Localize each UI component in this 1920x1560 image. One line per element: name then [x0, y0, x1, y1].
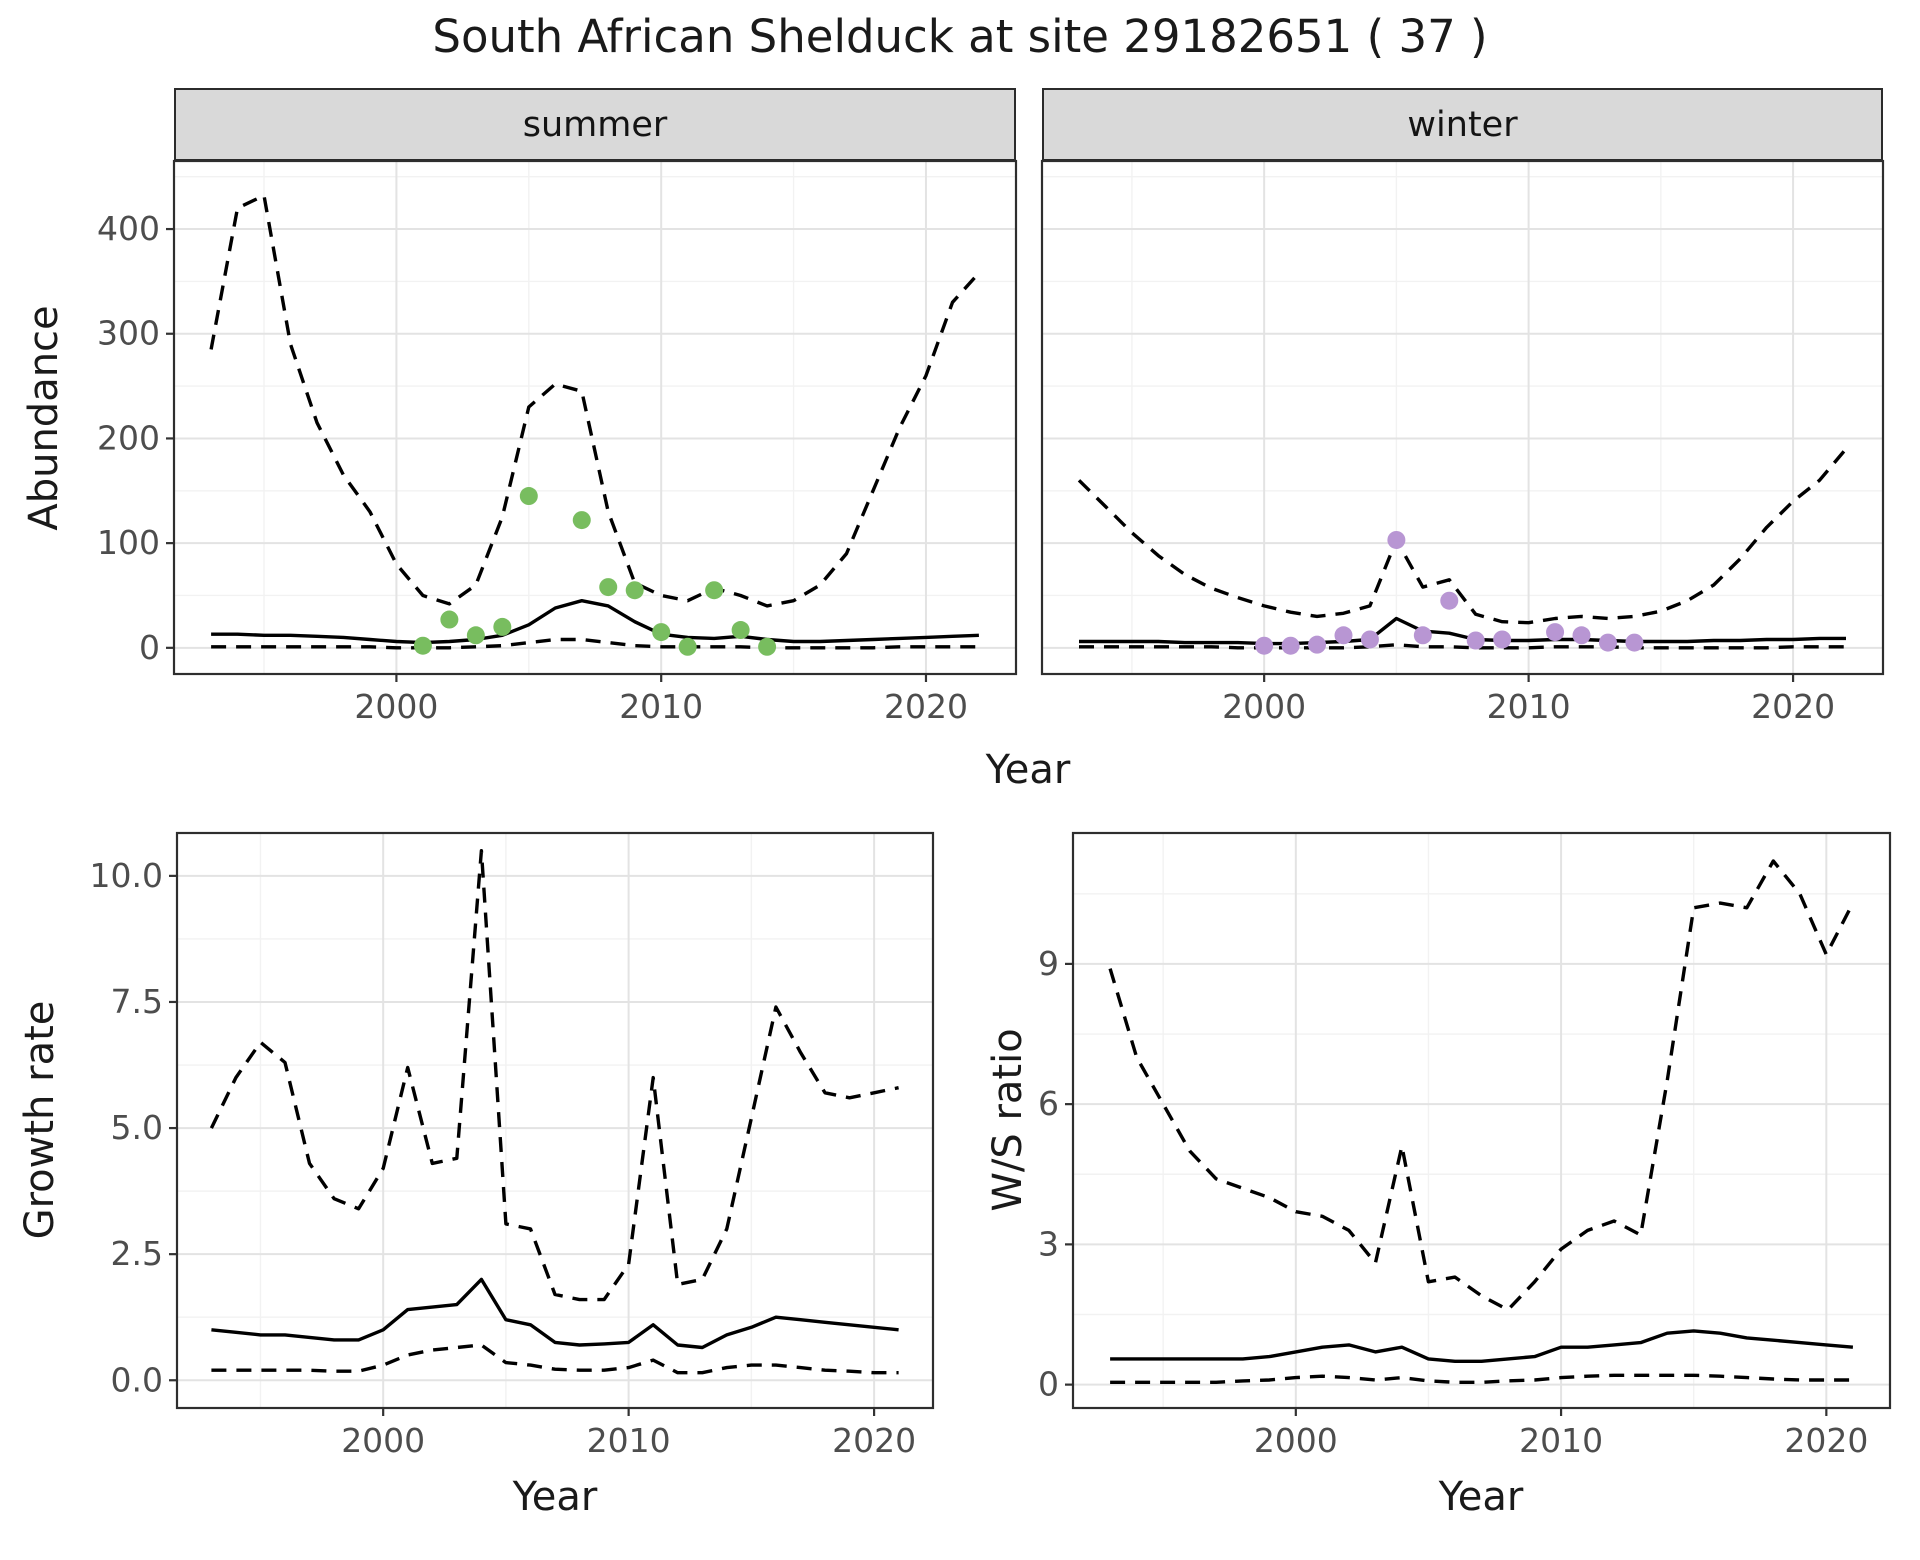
growth-median-line [211, 1277, 899, 1350]
ratio-y-tick-label: 3 [1038, 1224, 1059, 1263]
abundance-summer-panel: 2000 2010 2020 0 100 200 300 400 [97, 159, 1018, 726]
observed-counts-summer-point [440, 610, 459, 629]
abundance-winter-upper-ci-line [1077, 447, 1848, 625]
abundance-winter-x-tick-label: 2000 [1222, 687, 1306, 726]
observed-counts-winter-point [1387, 530, 1406, 549]
ratio-y-tick-label: 0 [1038, 1365, 1059, 1404]
abundance-winter-panel: 2000 2010 2020 [1040, 159, 1885, 726]
plot-title: South African Shelduck at site 29182651 … [432, 10, 1488, 63]
abundance-summer-y-tick-label: 200 [97, 418, 160, 457]
observed-counts-winter-point [1255, 636, 1274, 655]
observed-counts-summer-point [758, 637, 777, 656]
observed-counts-winter-point [1440, 591, 1459, 610]
observed-counts-summer-point [466, 626, 485, 645]
abundance-x-axis-title: Year [985, 747, 1071, 793]
growth-y-tick-label: 7.5 [111, 982, 163, 1021]
ratio-panel: 2000 2010 2020 0 3 6 9 [1038, 831, 1892, 1460]
abundance-winter-panel-border [1040, 159, 1885, 676]
observed-counts-winter-point [1360, 630, 1379, 649]
facet-strip-winter-label: winter [1407, 104, 1518, 145]
abundance-summer-x-tick-label: 2000 [354, 687, 438, 726]
abundance-summer-median-line [211, 599, 979, 645]
observed-counts-summer-point [572, 511, 591, 530]
ratio-lower-ci-line [1110, 1373, 1853, 1384]
growth-panel-border [175, 831, 935, 1410]
observed-counts-winter-point [1598, 633, 1617, 652]
observed-counts-summer-point [625, 581, 644, 600]
observed-counts-summer-point [413, 636, 432, 655]
abundance-summer-y-tick-label: 300 [97, 314, 160, 353]
growth-rate-y-axis-title: Growth rate [17, 1000, 63, 1240]
growth-x-tick-label: 2010 [587, 1421, 671, 1460]
observed-counts-winter-point [1572, 626, 1591, 645]
observed-counts-summer-point [519, 487, 538, 506]
abundance-summer-y-tick-label: 0 [139, 628, 160, 667]
observed-counts-summer-point [731, 621, 750, 640]
observed-counts-summer-point [652, 623, 671, 642]
growth-rate-x-axis-title: Year [512, 1474, 598, 1520]
observed-counts-winter-point [1413, 626, 1432, 645]
growth-x-tick-label: 2000 [341, 1421, 425, 1460]
observed-counts-winter-point [1281, 636, 1300, 655]
growth-upper-ci-line [209, 849, 899, 1302]
observed-counts-winter-point [1625, 633, 1644, 652]
abundance-summer-upper-ci-line [209, 193, 981, 608]
abundance-winter-x-tick-label: 2010 [1487, 687, 1571, 726]
abundance-y-axis-title: Abundance [21, 305, 67, 531]
ratio-panel-border [1071, 831, 1892, 1410]
observed-counts-summer-point [705, 581, 724, 600]
abundance-summer-y-tick-label: 400 [97, 209, 160, 248]
observed-counts-summer-point [599, 578, 618, 597]
abundance-summer-x-tick-label: 2010 [619, 687, 703, 726]
facet-strip-winter: winter [1042, 88, 1883, 161]
growth-y-tick-label: 0.0 [111, 1360, 163, 1399]
growth-lower-ci-line [211, 1343, 899, 1375]
growth-y-tick-label: 5.0 [111, 1108, 163, 1147]
growth-y-tick-label: 2.5 [111, 1234, 163, 1273]
facet-strip-summer: summer [174, 88, 1016, 161]
ratio-x-tick-label: 2000 [1254, 1421, 1338, 1460]
observed-counts-summer-point [678, 637, 697, 656]
growth-y-tick-label: 10.0 [90, 856, 163, 895]
ws-ratio-x-axis-title: Year [1438, 1474, 1524, 1520]
observed-counts-winter-point [1493, 630, 1512, 649]
abundance-summer-y-tick-label: 100 [97, 523, 160, 562]
ratio-x-tick-label: 2010 [1519, 1421, 1603, 1460]
abundance-winter-median-line [1079, 616, 1846, 646]
ratio-x-tick-label: 2020 [1784, 1421, 1868, 1460]
growth-panel: 2000 2010 2020 0.0 2.5 5.0 7.5 10.0 [90, 831, 935, 1460]
observed-counts-winter-point [1546, 623, 1565, 642]
facet-strip-summer-label: summer [522, 104, 668, 145]
ratio-upper-ci-line [1108, 859, 1855, 1312]
ratio-y-tick-label: 9 [1038, 944, 1059, 983]
observed-counts-winter-point [1308, 635, 1327, 654]
observed-counts-winter-point [1334, 626, 1353, 645]
ws-ratio-y-axis-title: W/S ratio [985, 1028, 1031, 1212]
observed-counts-winter-point [1466, 631, 1485, 650]
observed-counts-summer-point [493, 617, 512, 636]
abundance-summer-panel-border [172, 159, 1018, 676]
ratio-median-line [1110, 1329, 1854, 1363]
abundance-summer-x-tick-label: 2020 [884, 687, 968, 726]
abundance-summer-lower-ci-line [211, 637, 979, 650]
ratio-y-tick-label: 6 [1038, 1084, 1059, 1123]
abundance-winter-x-tick-label: 2020 [1751, 687, 1835, 726]
abundance-winter-lower-ci-line [1079, 643, 1846, 650]
growth-x-tick-label: 2020 [832, 1421, 916, 1460]
